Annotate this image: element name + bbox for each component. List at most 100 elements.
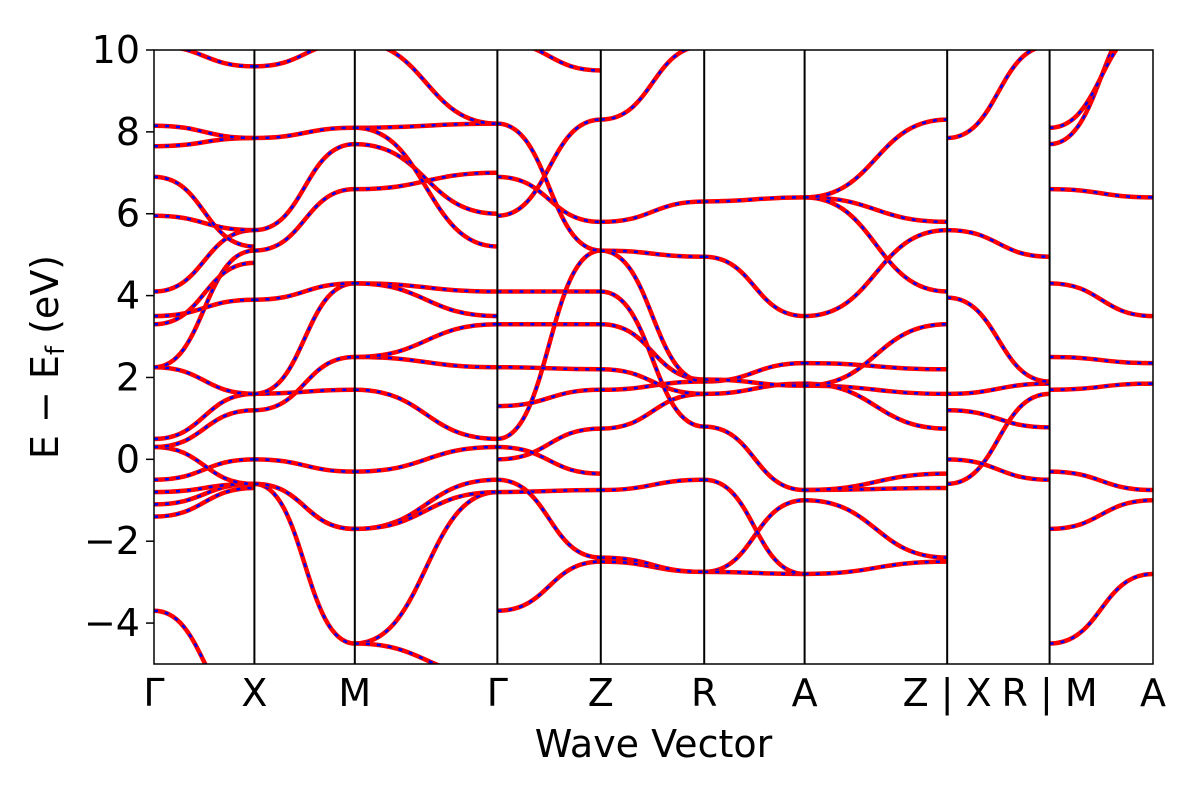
band-line-Γ-Z-7 [497,364,601,372]
band-line-R-A-1 [704,569,805,577]
band-line-spin-down [254,282,355,396]
band-line-spin-up [600,555,705,575]
band-line-Z-R-11 [600,50,692,122]
band-line-Γ-X-17 [177,50,255,69]
y-axis-label-suffix: (eV) [23,255,67,346]
band-line-spin-up [704,477,805,577]
band-line-spin-up [354,141,498,216]
band-line-Γ-X-0 [154,608,208,664]
band-line-spin-up [254,457,355,474]
band-line-spin-down [947,458,1050,482]
band-line-spin-down [804,472,948,492]
band-line-Γ-Z-4 [497,444,601,476]
band-line-spin-up [254,50,320,69]
band-line-Γ-X-13 [154,213,255,233]
band-line-spin-down [154,482,255,494]
y-axis-ticks: −4 −2 0 2 4 6 8 10 [84,28,154,645]
band-line-X-R-4 [947,295,1050,384]
band-line-A-Z-7 [804,322,948,388]
band-line-X-M-4 [254,354,355,413]
band-line-A-Z-10 [804,195,948,294]
band-line-spin-down [947,382,1050,396]
band-line-spin-down [947,408,1050,429]
y-axis-label: E − Ef (eV) [23,255,71,459]
band-line-spin-down [154,298,255,318]
band-line-spin-up [154,260,255,327]
band-line-X-R-1 [947,457,1050,483]
band-line-spin-down [600,200,705,224]
band-line-X-M-10 [254,125,355,141]
band-line-spin-down [804,499,948,559]
band-line-spin-up [354,489,498,646]
band-line-spin-up [354,641,442,664]
band-line-spin-up [154,457,255,483]
band-line-X-M-8 [254,186,355,253]
band-line-Γ-X-5 [154,444,255,487]
band-line-spin-down [704,196,805,203]
band-line-Γ-Z-12 [497,121,601,253]
band-line-spin-down [254,482,355,531]
band-line-spin-down [154,214,255,232]
band-line-spin-up [947,381,1050,397]
band-line-X-M-3 [254,457,355,474]
band-line-spin-down [497,488,601,494]
band-line-spin-up [1049,571,1153,646]
band-line-Z-R-7 [600,289,705,429]
band-line-spin-up [600,199,705,225]
band-line-M-Γ-2 [354,477,498,532]
band-line-A-Z-0 [804,559,948,577]
band-line-spin-down [181,50,255,68]
x-tick-label-8: R | M [1002,671,1098,716]
x-tick-label-4: Z [588,671,614,715]
band-line-A-Z-8 [804,227,948,319]
band-line-spin-down [804,323,948,387]
band-line-spin-up [154,227,255,294]
band-line-spin-down [154,408,255,449]
band-line-spin-down [154,458,255,482]
x-tick-label-5: R [691,671,717,715]
band-line-Γ-X-8 [154,364,255,397]
band-line-spin-up [947,407,1050,430]
band-line-Γ-X-14 [154,174,255,249]
band-line-M-A-5 [1049,281,1153,319]
band-line-spin-down [497,122,601,252]
band-line-M-Γ-14 [383,50,498,126]
band-line-spin-down [704,570,805,576]
band-line-spin-down [254,282,355,301]
band-line-M-Γ-3 [354,489,498,532]
band-line-spin-down [354,171,498,191]
band-line-spin-down [354,282,498,293]
band-line-Γ-Z-1 [497,487,601,495]
band-line-spin-up [154,364,255,397]
band-line-spin-up [497,121,601,253]
band-line-M-Γ-11 [354,141,498,216]
band-line-X-R-6 [947,50,1039,141]
band-line-R-A-2 [704,477,805,577]
band-line-M-A-1 [1049,498,1153,532]
band-line-spin-down [1049,355,1153,365]
band-line-X-R-3 [947,381,1050,397]
band-line-spin-down [947,296,1050,383]
y-tick-label-7: 10 [92,28,140,72]
band-line-spin-up [154,174,255,249]
band-line-spin-up [497,426,601,462]
band-line-spin-up [154,123,255,141]
band-line-M-A-3 [1049,381,1153,392]
band-line-A-Z-1 [804,498,948,560]
band-line-Z-R-1 [600,555,705,575]
band-line-spin-down [154,124,255,140]
band-line-Z-R-9 [600,248,705,384]
y-axis-label-prefix: E − E [23,355,67,459]
band-line-spin-down [354,282,498,318]
band-line-spin-down [354,355,498,369]
band-line-A-Z-3 [804,471,948,493]
band-line-spin-up [154,213,255,233]
band-line-M-A-8 [1049,50,1119,131]
band-line-spin-down [154,136,255,148]
band-line-X-M-5 [254,387,355,397]
band-line-spin-down [947,228,1050,258]
band-line-spin-down [254,482,355,645]
band-line-X-R-2 [947,407,1050,430]
